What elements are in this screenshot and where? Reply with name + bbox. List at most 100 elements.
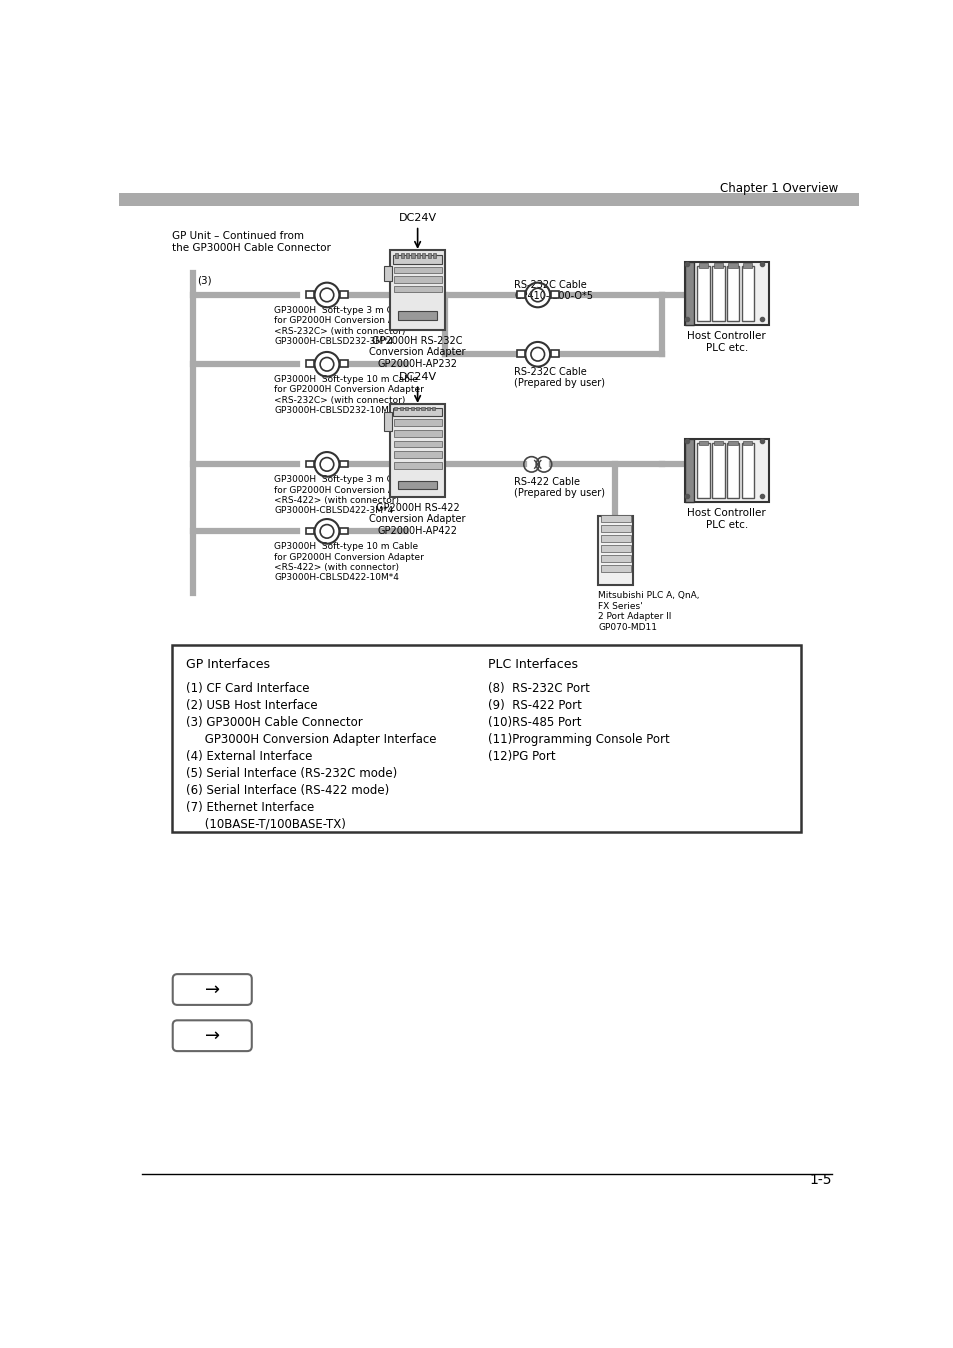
Bar xyxy=(397,311,436,321)
Bar xyxy=(726,266,739,321)
Bar xyxy=(684,262,694,325)
Text: (11)Programming Console Port: (11)Programming Console Port xyxy=(488,733,669,745)
Text: PLC Interfaces: PLC Interfaces xyxy=(488,658,578,671)
Bar xyxy=(742,441,752,445)
Bar xyxy=(599,535,630,542)
Text: →: → xyxy=(205,1027,219,1045)
Bar xyxy=(172,646,801,832)
Bar xyxy=(742,263,752,268)
Text: GP3000H  Soft-type 3 m Cable
for GP2000H Conversion Adapter
<RS-232C> (with conn: GP3000H Soft-type 3 m Cable for GP2000H … xyxy=(274,306,424,346)
Bar xyxy=(713,441,722,445)
Text: (12)PG Port: (12)PG Port xyxy=(488,749,556,763)
Bar xyxy=(384,412,392,431)
Text: (3): (3) xyxy=(196,276,212,286)
FancyBboxPatch shape xyxy=(172,975,252,1004)
Text: GP2000H RS-422
Conversion Adapter
GP2000H-AP422: GP2000H RS-422 Conversion Adapter GP2000… xyxy=(369,503,465,537)
Text: Host Controller
PLC etc.: Host Controller PLC etc. xyxy=(687,332,765,353)
Bar xyxy=(306,527,314,534)
Bar xyxy=(406,253,409,257)
Text: (4) External Interface: (4) External Interface xyxy=(186,749,312,763)
Text: GP3000H  Soft-type 3 m Cable
for GP2000H Conversion Adapter
<RS-422> (with conne: GP3000H Soft-type 3 m Cable for GP2000H … xyxy=(274,474,424,515)
Bar xyxy=(517,350,524,357)
Bar xyxy=(713,263,722,268)
Text: (8): (8) xyxy=(686,283,700,294)
Text: (2) USB Host Interface: (2) USB Host Interface xyxy=(186,700,317,712)
Text: GP Unit – Continued from
the GP3000H Cable Connector: GP Unit – Continued from the GP3000H Cab… xyxy=(172,231,331,252)
Text: (10BASE-T/100BASE-TX): (10BASE-T/100BASE-TX) xyxy=(186,818,345,830)
Bar xyxy=(422,253,425,257)
Text: GP Interfaces: GP Interfaces xyxy=(186,658,270,671)
Bar xyxy=(340,527,348,534)
Text: (5) Serial Interface (RS-232C mode): (5) Serial Interface (RS-232C mode) xyxy=(186,767,396,780)
Bar xyxy=(394,430,441,437)
Text: RS-232C Cable
(Prepared by user): RS-232C Cable (Prepared by user) xyxy=(514,367,605,388)
Bar xyxy=(384,266,392,282)
Bar xyxy=(416,407,418,411)
Bar xyxy=(711,442,723,499)
Bar xyxy=(728,441,737,445)
Bar xyxy=(517,291,524,298)
Bar xyxy=(433,253,436,257)
Text: (9): (9) xyxy=(686,453,700,462)
Bar xyxy=(400,253,403,257)
Bar xyxy=(394,462,441,469)
Bar xyxy=(394,267,441,274)
Bar xyxy=(427,253,431,257)
Text: DC24V: DC24V xyxy=(398,372,436,381)
Bar xyxy=(427,407,430,411)
Bar xyxy=(394,286,441,293)
Text: 1-5: 1-5 xyxy=(809,1173,831,1188)
Bar xyxy=(340,461,348,468)
Text: RS-232C Cable
GP410-IS00-O*5: RS-232C Cable GP410-IS00-O*5 xyxy=(514,279,593,301)
Bar xyxy=(394,441,441,448)
Bar xyxy=(684,262,768,325)
Bar xyxy=(699,263,707,268)
Bar xyxy=(421,407,424,411)
Bar xyxy=(599,545,630,553)
Text: (1) CF Card Interface: (1) CF Card Interface xyxy=(186,682,309,696)
Bar xyxy=(740,442,753,499)
Text: GP3000H Conversion Adapter Interface: GP3000H Conversion Adapter Interface xyxy=(186,733,436,745)
Bar xyxy=(550,350,558,357)
Bar xyxy=(394,452,441,458)
Bar xyxy=(726,442,739,499)
Bar xyxy=(306,291,314,298)
Bar xyxy=(711,266,723,321)
Bar xyxy=(394,407,397,411)
Text: Chapter 1 Overview: Chapter 1 Overview xyxy=(720,182,838,195)
Text: Mitsubishi PLC A, QnA,
FX Series'
2 Port Adapter II
GP070-MD11: Mitsubishi PLC A, QnA, FX Series' 2 Port… xyxy=(598,592,699,632)
Bar xyxy=(740,266,753,321)
Bar xyxy=(699,441,707,445)
Bar xyxy=(390,404,444,496)
Text: DC24V: DC24V xyxy=(398,213,436,224)
Bar xyxy=(410,407,414,411)
Bar xyxy=(550,291,558,298)
FancyBboxPatch shape xyxy=(172,1020,252,1051)
Bar xyxy=(119,193,858,206)
Bar xyxy=(394,419,441,426)
Text: Host Controller
PLC etc.: Host Controller PLC etc. xyxy=(687,508,765,530)
Bar xyxy=(399,407,402,411)
Text: (10)RS-485 Port: (10)RS-485 Port xyxy=(488,716,581,729)
Bar xyxy=(395,253,397,257)
Bar xyxy=(306,360,314,368)
Bar xyxy=(306,461,314,468)
Bar xyxy=(394,276,441,283)
Text: (9)  RS-422 Port: (9) RS-422 Port xyxy=(488,700,581,712)
Bar xyxy=(393,255,442,264)
Bar xyxy=(340,291,348,298)
Bar xyxy=(340,360,348,368)
Bar xyxy=(393,408,442,417)
Text: (6) Serial Interface (RS-422 mode): (6) Serial Interface (RS-422 mode) xyxy=(186,785,389,797)
Text: →: → xyxy=(205,980,219,999)
Bar xyxy=(599,515,630,522)
Text: GP2000H RS-232C
Conversion Adapter
GP2000H-AP232: GP2000H RS-232C Conversion Adapter GP200… xyxy=(369,336,465,369)
Bar xyxy=(432,407,435,411)
Text: (7) Ethernet Interface: (7) Ethernet Interface xyxy=(186,801,314,814)
Bar xyxy=(599,555,630,562)
Bar xyxy=(697,266,709,321)
Bar xyxy=(397,481,436,489)
Text: GP3000H  Soft-type 10 m Cable
for GP2000H Conversion Adapter
<RS-232C> (with con: GP3000H Soft-type 10 m Cable for GP2000H… xyxy=(274,375,424,415)
Bar xyxy=(598,516,633,585)
Text: (3) GP3000H Cable Connector: (3) GP3000H Cable Connector xyxy=(186,716,362,729)
